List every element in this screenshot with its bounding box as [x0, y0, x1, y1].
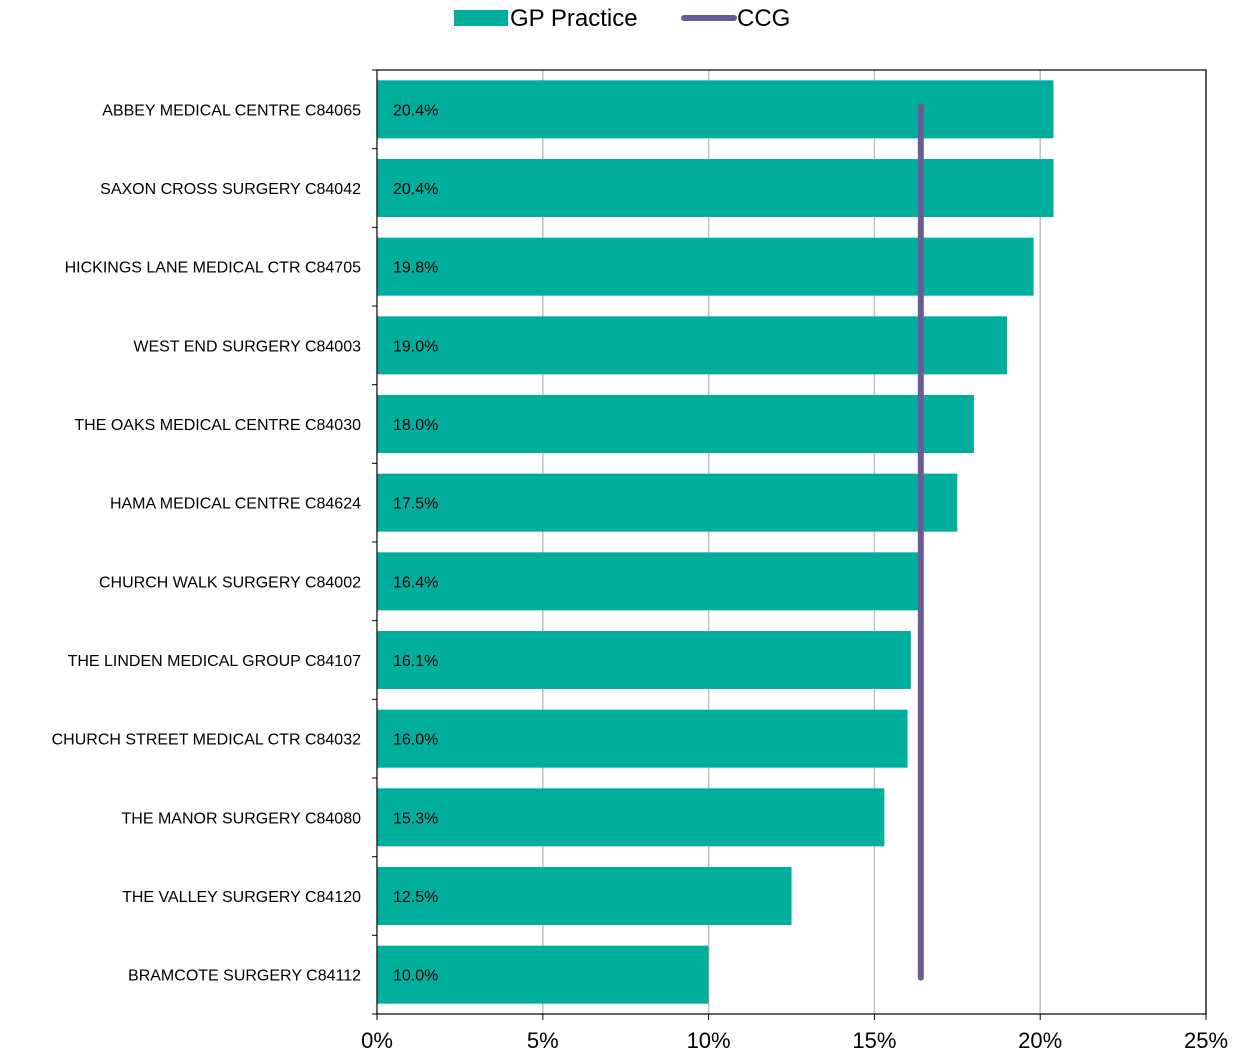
legend-label-ccg: CCG: [737, 5, 790, 32]
data-label-5: 18.0%: [393, 417, 438, 434]
category-label-5: THE OAKS MEDICAL CENTRE C84030: [74, 417, 361, 434]
bar-10: [377, 788, 885, 847]
category-label-1: ABBEY MEDICAL CENTRE C84065: [102, 102, 361, 119]
data-label-6: 17.5%: [393, 496, 438, 513]
category-label-10: THE MANOR SURGERY C84080: [122, 810, 362, 827]
data-label-4: 19.0%: [393, 338, 438, 355]
data-label-12: 10.0%: [393, 968, 438, 985]
data-label-8: 16.1%: [393, 653, 438, 670]
data-label-2: 20.4%: [393, 181, 438, 198]
bar-1: [377, 80, 1054, 139]
legend-label-gp-practice: GP Practice: [510, 5, 638, 32]
x-tick-label-0: 0%: [361, 1028, 393, 1053]
data-label-7: 16.4%: [393, 574, 438, 591]
x-tick-label-20: 20%: [1018, 1028, 1062, 1053]
legend: GP Practice CCG: [454, 5, 790, 32]
bar-4: [377, 316, 1008, 375]
category-label-2: SAXON CROSS SURGERY C84042: [100, 181, 361, 198]
bar-6: [377, 473, 958, 532]
category-label-7: CHURCH WALK SURGERY C84002: [99, 574, 361, 591]
x-tick-label-10: 10%: [687, 1028, 731, 1053]
data-label-3: 19.8%: [393, 260, 438, 277]
data-label-9: 16.0%: [393, 732, 438, 749]
data-label-1: 20.4%: [393, 102, 438, 119]
axes: [372, 69, 1207, 1020]
bar-12: [377, 945, 709, 1004]
category-label-9: CHURCH STREET MEDICAL CTR C84032: [52, 732, 362, 749]
category-label-8: THE LINDEN MEDICAL GROUP C84107: [68, 653, 362, 670]
x-tick-label-25: 25%: [1184, 1028, 1228, 1053]
category-labels: ABBEY MEDICAL CENTRE C84065 SAXON CROSS S…: [52, 102, 362, 984]
legend-swatch-gp-practice: [454, 10, 508, 26]
bar-7: [377, 552, 921, 611]
data-label-11: 12.5%: [393, 889, 438, 906]
category-label-12: BRAMCOTE SURGERY C84112: [128, 968, 361, 985]
bar-9: [377, 709, 908, 768]
data-label-10: 15.3%: [393, 810, 438, 827]
bar-2: [377, 159, 1054, 217]
category-label-11: THE VALLEY SURGERY C84120: [122, 889, 361, 906]
category-label-6: HAMA MEDICAL CENTRE C84624: [110, 496, 361, 513]
data-labels: 20.4% 20.4% 19.8% 19.0% 18.0% 17.5% 16.4% 16.1%…: [393, 102, 438, 984]
bars: [377, 80, 1054, 1004]
bar-8: [377, 631, 911, 689]
bar-11: [377, 867, 792, 925]
x-tick-label-15: 15%: [852, 1028, 896, 1053]
bar-3: [377, 237, 1034, 296]
category-label-3: HICKINGS LANE MEDICAL CTR C84705: [65, 260, 361, 277]
x-tick-label-5: 5%: [527, 1028, 559, 1053]
x-tick-labels: 0% 5% 10% 15% 20% 25%: [361, 1028, 1228, 1053]
bar-5: [377, 395, 974, 453]
category-label-4: WEST END SURGERY C84003: [133, 338, 361, 355]
